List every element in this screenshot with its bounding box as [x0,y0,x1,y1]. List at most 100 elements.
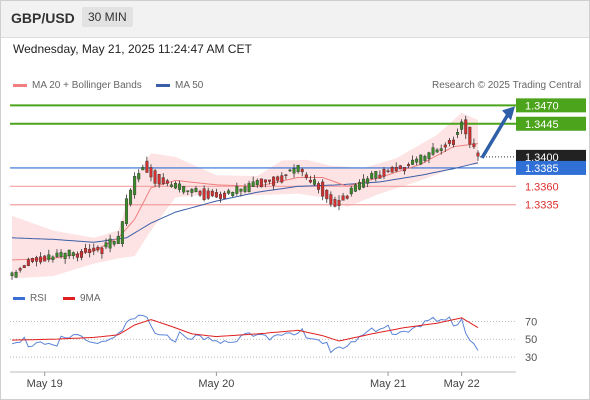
rsi-tick-30: 30 [525,352,537,364]
candle-body [198,190,202,196]
level-label-1.3360: 1.3360 [525,181,559,193]
candle-body [341,195,345,201]
ma50-line [11,162,479,243]
rsi-legend-label: RSI [30,293,47,304]
candle-body [35,257,39,262]
datetime-label: Wednesday, May 21, 2025 11:24:47 AM CET [13,42,252,56]
candle-body [251,181,255,187]
candle-body [206,190,210,199]
level-label-1.3400: 1.3400 [525,152,559,164]
candle-body [47,254,51,260]
candle-body [321,181,325,197]
candle-body [476,152,480,157]
forecast-arrow-head [502,106,515,121]
candle-body [88,248,92,253]
rsi-tick-50: 50 [525,334,537,346]
candle-body [75,253,79,258]
forecast-arrow-shaft [480,113,510,159]
timeframe-badge[interactable]: 30 MIN [82,7,133,27]
level-tag-1.3385 [516,160,586,175]
candle-body [59,252,63,257]
rsi-ma-line [11,317,479,342]
level-label-1.3445: 1.3445 [525,119,559,131]
candle-body [456,132,460,135]
candle-body [329,194,333,205]
candle-body [460,121,464,130]
symbol-title: GBP/USD [11,10,75,26]
candle-body [30,258,34,262]
candle-body [349,187,353,195]
candle-body [272,176,276,186]
candle-body [337,200,341,206]
legend-rsi: RSI [13,293,47,304]
candle-body [398,165,402,170]
candle-body [169,184,173,187]
candle-body [378,174,382,179]
level-tag-1.3400 [516,149,586,164]
time-tick-label: May 21 [370,378,406,390]
candle-body [386,170,390,172]
candle-body [451,139,455,145]
candle-body [247,183,251,192]
ma50-swatch [156,83,170,87]
candle-body [284,174,288,176]
candle-body [280,175,284,183]
candle-body [129,189,133,205]
candle-body [133,176,137,195]
candle-body [18,268,22,271]
candle-body [218,193,222,199]
chart-header: GBP/USD 30 MIN [0,0,590,38]
candle-body [84,248,88,253]
candle-body [439,148,443,151]
candle-body [22,265,26,268]
level-tag-1.3470 [516,98,586,113]
candle-body [214,192,218,198]
candle-body [145,160,149,173]
candle-body [407,164,411,167]
legend-ma50: MA 50 [156,80,203,91]
candle-body [100,247,104,254]
candle-body [202,188,206,200]
level-label-1.3470: 1.3470 [525,100,559,112]
rsi-ma-legend-label: 9MA [80,293,101,304]
candle-body [14,272,18,278]
candle-body [51,256,55,260]
candle-body [157,174,161,185]
candle-body [259,178,263,188]
candle-body [149,167,153,178]
candle-body [26,259,30,266]
candle-body [223,192,227,199]
candle-body [362,178,366,188]
candle-body [161,177,165,184]
candle-body [333,199,337,207]
candle-body [182,186,186,193]
candle-body [292,168,296,174]
candle-body [55,252,59,257]
candle-body [312,179,316,185]
candle-body [415,158,419,163]
candle-body [239,188,243,192]
candle-body [39,256,43,263]
legend-ma20: MA 20 + Bollinger Bands [13,80,142,91]
candle-body [43,255,47,262]
rsi-line [11,314,479,354]
rsi-swatch [13,296,25,300]
candle-body [227,190,231,194]
candle-body [263,179,267,183]
candle-body [464,119,468,135]
candle-body [92,247,96,252]
ma20-legend-label: MA 20 + Bollinger Bands [32,80,142,91]
candle-body [427,152,431,159]
rsi-ma-swatch [63,296,75,300]
time-tick-label: May 22 [444,378,480,390]
time-tick-label: May 20 [198,378,234,390]
candle-body [178,183,182,190]
candle-body [468,126,472,145]
candle-body [186,190,190,192]
candle-body [120,221,124,245]
candle-body [268,179,272,182]
candle-body [390,167,394,173]
level-tag-1.3445 [516,116,586,131]
rsi-tick-70: 70 [525,316,537,328]
